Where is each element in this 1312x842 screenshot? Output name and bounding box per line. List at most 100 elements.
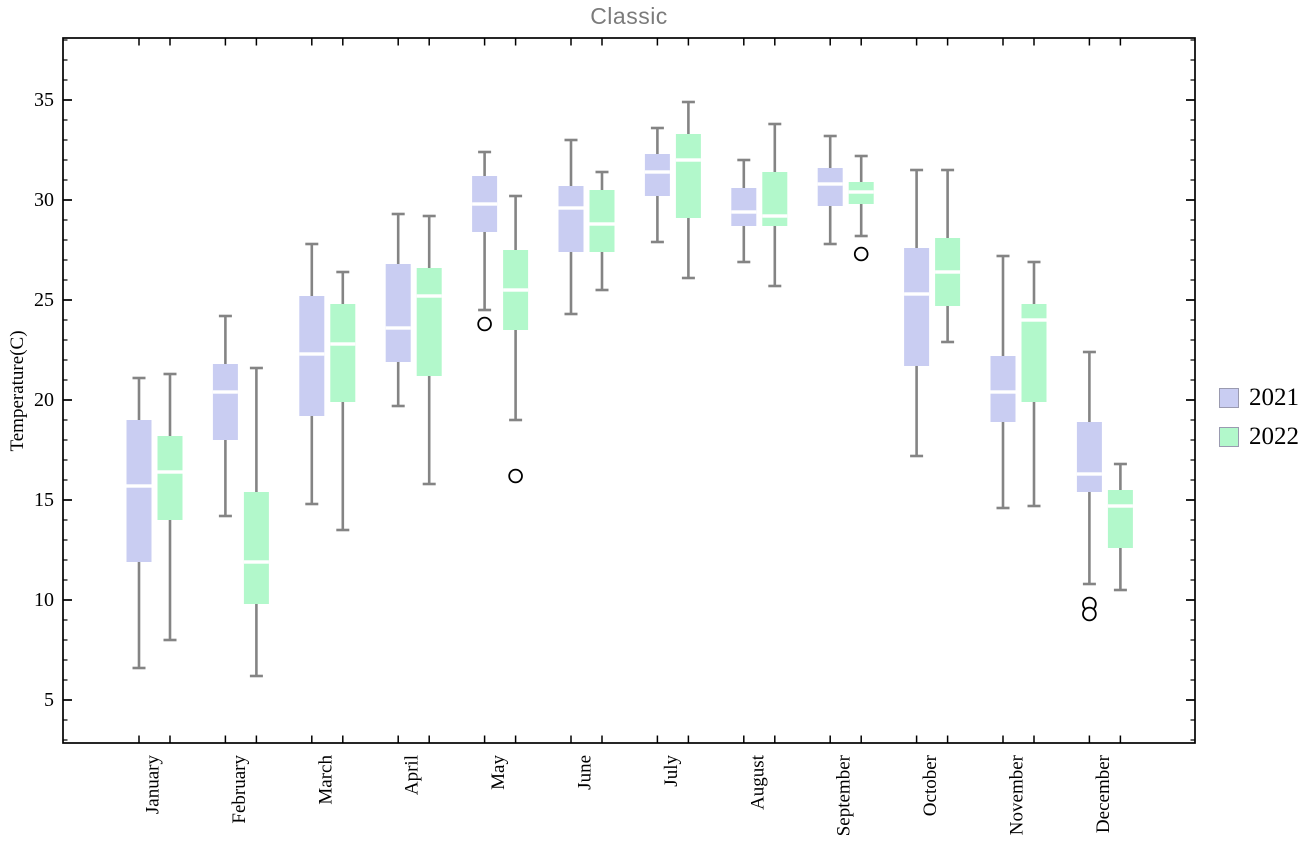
box-2021-June [558, 138, 584, 316]
outlier-point [508, 468, 523, 484]
box-2022-January [157, 372, 183, 642]
median-line [1076, 472, 1102, 476]
y-tick-label: 15 [34, 489, 54, 511]
median-line [416, 294, 442, 298]
median-line [385, 326, 411, 330]
box-2022-May [503, 194, 529, 484]
legend-item-2022: 2022 [1219, 424, 1299, 449]
iqr-box [157, 436, 183, 520]
median-line [243, 560, 269, 564]
iqr-box [558, 186, 584, 252]
legend-swatch-2021 [1219, 387, 1239, 408]
x-category-label: October [920, 754, 941, 816]
x-category-label: April [402, 755, 423, 795]
iqr-box [126, 420, 152, 562]
box-2021-September [817, 134, 843, 246]
x-category-label: June [575, 755, 596, 790]
box-2022-March [330, 270, 356, 532]
median-line [762, 214, 788, 218]
box-2022-February [243, 366, 269, 678]
y-tick-label: 25 [34, 289, 54, 311]
median-line [589, 222, 615, 226]
legend-label-2021: 2021 [1249, 384, 1299, 411]
median-line [990, 390, 1016, 394]
median-line [1107, 504, 1133, 508]
y-tick-label: 20 [34, 389, 54, 411]
legend: 2021 2022 [1219, 385, 1299, 449]
x-category-label: August [747, 754, 768, 810]
box-2022-August [762, 122, 788, 288]
iqr-box [644, 154, 670, 196]
y-tick-label: 30 [34, 189, 54, 211]
iqr-box [990, 356, 1016, 422]
iqr-box [904, 248, 930, 366]
x-category-label: February [229, 755, 250, 824]
x-category-label: March [315, 755, 336, 805]
x-category-label: September [834, 754, 855, 836]
x-category-label: December [1093, 754, 1114, 833]
iqr-box [675, 134, 701, 218]
box-2022-June [589, 170, 615, 292]
median-line [644, 170, 670, 174]
box-2022-December [1107, 462, 1133, 592]
median-line [157, 470, 183, 474]
x-category-label: November [1007, 754, 1028, 835]
iqr-box [385, 264, 411, 362]
legend-item-2021: 2021 [1219, 385, 1299, 410]
box-2021-March [299, 242, 325, 506]
iqr-box [416, 268, 442, 376]
median-line [848, 190, 874, 194]
legend-label-2022: 2022 [1249, 423, 1299, 450]
box-2022-April [416, 214, 442, 486]
median-line [904, 292, 930, 296]
box-2021-May [472, 150, 498, 332]
box-2022-November [1021, 260, 1047, 508]
median-line [817, 182, 843, 186]
outlier-point [1082, 606, 1097, 622]
median-line [299, 352, 325, 356]
median-line [503, 288, 529, 292]
iqr-box [1076, 422, 1102, 492]
outlier-point [853, 246, 869, 262]
iqr-box [1107, 490, 1133, 548]
box-2021-August [731, 158, 757, 264]
box-2022-October [935, 168, 961, 344]
iqr-box [817, 168, 843, 206]
median-line [472, 202, 498, 206]
median-line [675, 158, 701, 162]
y-tick-label: 35 [34, 89, 54, 111]
legend-swatch-2022 [1219, 426, 1239, 447]
iqr-box [299, 296, 325, 416]
y-tick-label: 10 [34, 589, 54, 611]
chart-title: Classic [590, 3, 668, 29]
x-category-label: January [143, 755, 164, 815]
iqr-box [762, 172, 788, 226]
box-2021-February [212, 314, 238, 518]
box-2022-September [848, 154, 874, 262]
box-2021-November [990, 254, 1016, 510]
x-category-label: May [488, 755, 509, 790]
median-line [330, 342, 356, 346]
iqr-box [731, 188, 757, 226]
iqr-box [243, 492, 269, 604]
box-2021-April [385, 212, 411, 408]
median-line [1021, 318, 1047, 322]
outlier-point [477, 316, 492, 332]
median-line [212, 390, 238, 394]
median-line [935, 270, 961, 274]
box-2021-January [126, 376, 152, 670]
box-2021-July [644, 126, 670, 244]
median-line [731, 210, 757, 214]
x-category-label: July [661, 755, 682, 787]
iqr-box [212, 364, 238, 440]
box-2021-October [904, 168, 930, 458]
median-line [126, 484, 152, 488]
iqr-box [330, 304, 356, 402]
y-tick-label: 5 [44, 689, 54, 711]
plot-frame [62, 37, 1196, 744]
box-2021-December [1076, 350, 1102, 622]
iqr-box [589, 190, 615, 252]
median-line [558, 206, 584, 210]
